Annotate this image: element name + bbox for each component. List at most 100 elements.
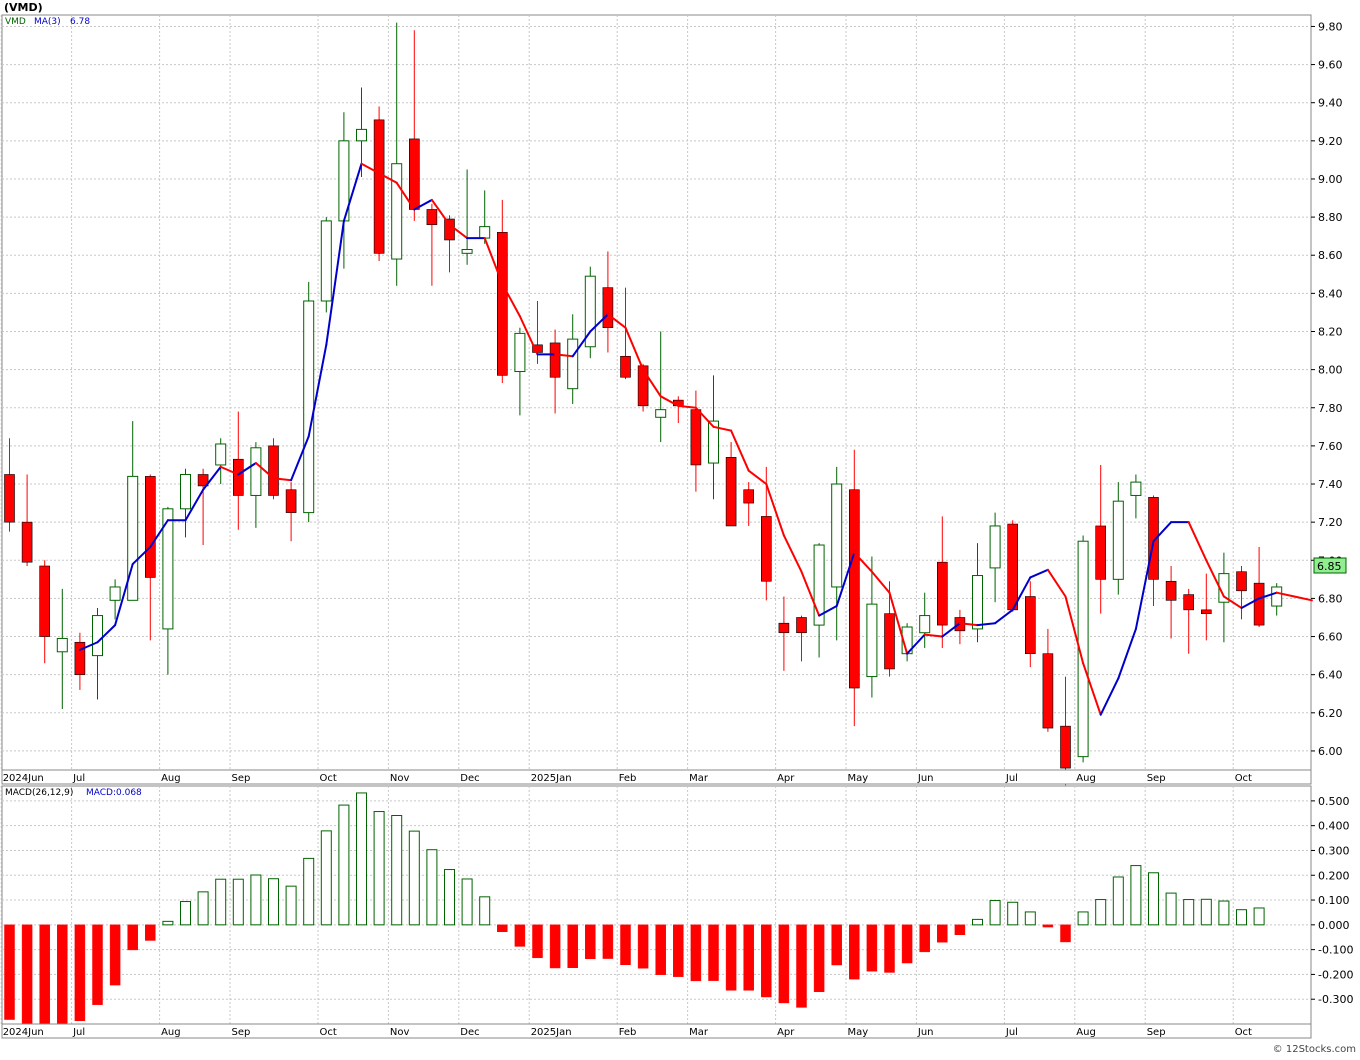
- macd-bar: [620, 924, 631, 965]
- x-tick-label: 2025Jan: [531, 773, 572, 784]
- ma-segment: [642, 368, 662, 398]
- price-tick-label: 6.60: [1318, 631, 1343, 644]
- macd-bar: [426, 849, 438, 926]
- candle-body: [215, 443, 227, 466]
- ma-segment: [1152, 521, 1173, 543]
- macd-bar: [813, 924, 825, 993]
- candle-body: [1042, 653, 1054, 729]
- macd-bar: [743, 924, 754, 991]
- macd-bar: [532, 924, 543, 959]
- candle-body: [268, 445, 279, 496]
- ma-segment: [149, 519, 169, 548]
- macd-tick-label: -0.100: [1318, 944, 1353, 957]
- ma-segment: [659, 395, 680, 407]
- ma-segment: [184, 488, 205, 522]
- ma-segment: [554, 353, 574, 358]
- legend-symbol: VMD: [5, 17, 26, 27]
- x-tick-label: May: [848, 1027, 869, 1038]
- x-tick-label: Jun: [917, 1027, 934, 1038]
- candle-body: [936, 561, 948, 626]
- macd-bar: [1095, 899, 1107, 926]
- x-tick-label: Aug: [161, 1027, 181, 1038]
- candle-body: [197, 474, 209, 487]
- x-tick-label: Aug: [161, 773, 181, 784]
- macd-bar: [1165, 892, 1177, 926]
- macd-bar: [1024, 911, 1036, 926]
- candle-body: [620, 355, 631, 378]
- candle-body: [56, 637, 68, 653]
- macd-bar: [514, 924, 526, 947]
- ma-segment: [1134, 540, 1155, 630]
- macd-bar: [497, 924, 508, 933]
- candle-body: [21, 521, 33, 563]
- candle-body: [320, 220, 332, 302]
- ma-segment: [342, 162, 363, 222]
- ma-segment: [483, 237, 504, 285]
- candle-body: [1095, 525, 1106, 580]
- candle-body: [549, 342, 561, 378]
- macd-bar: [1077, 911, 1089, 926]
- macd-bar: [232, 878, 244, 926]
- x-tick-label: Sep: [232, 773, 251, 784]
- x-tick-label: Jun: [917, 773, 934, 784]
- candle-body: [690, 409, 702, 466]
- candle-body: [708, 420, 719, 464]
- x-tick-label: Aug: [1076, 773, 1096, 784]
- ma-segment: [941, 622, 961, 638]
- ma-segment: [835, 551, 856, 608]
- macd-bar: [1183, 899, 1195, 926]
- ma-segment: [853, 551, 873, 573]
- price-x-axis: 2024Jun Jul Aug Sep Oct Nov Dec 2025Jan Feb Mar Ap…: [3, 773, 1252, 784]
- macd-bar: [866, 924, 878, 972]
- price-tick-label: 7.80: [1318, 402, 1343, 415]
- ma-segment: [1082, 662, 1102, 716]
- macd-bar: [761, 924, 772, 998]
- ma-segment: [800, 570, 821, 617]
- ma-segment: [994, 608, 1014, 625]
- macd-y-axis: 0.500 0.400 0.300 0.200 0.100 0.000 -0.100 -0.2…: [1311, 795, 1353, 1006]
- ma-segment: [1240, 597, 1261, 609]
- candle-body: [1183, 594, 1194, 611]
- candle-body: [479, 226, 491, 239]
- macd-bar: [461, 878, 473, 926]
- ma-segment: [1064, 595, 1085, 665]
- candle-body: [373, 119, 385, 254]
- ma-segment: [958, 622, 979, 627]
- macd-bar: [479, 896, 491, 926]
- x-tick-label: Oct: [320, 773, 337, 784]
- moving-average-line: [78, 162, 1313, 716]
- macd-bar: [708, 924, 719, 981]
- candle-body: [760, 516, 772, 582]
- macd-bar: [849, 924, 860, 980]
- macd-bar: [1060, 924, 1071, 943]
- macd-bar: [725, 924, 737, 991]
- candle-body: [637, 365, 649, 407]
- x-tick-label: Mar: [689, 773, 709, 784]
- macd-bar: [391, 815, 403, 926]
- macd-bar: [338, 804, 350, 926]
- candle-body: [884, 613, 895, 670]
- macd-bar: [180, 901, 191, 926]
- price-tick-label: 7.60: [1318, 440, 1343, 453]
- x-tick-label: Feb: [619, 1027, 637, 1038]
- x-tick-label: Dec: [460, 773, 479, 784]
- price-candles: [4, 22, 1283, 786]
- price-tick-label: 6.20: [1318, 707, 1343, 720]
- ma-segment: [219, 465, 240, 476]
- macd-bar: [972, 918, 983, 926]
- macd-bar: [215, 878, 227, 926]
- ma-segment: [818, 605, 838, 617]
- macd-legend-label: MACD(26,12,9): [5, 788, 73, 798]
- candle-body: [796, 617, 807, 634]
- macd-bar: [673, 924, 684, 977]
- macd-tick-label: 0.000: [1318, 919, 1350, 932]
- macd-bar: [109, 924, 121, 986]
- ma-segment: [395, 181, 416, 211]
- macd-bar: [690, 924, 702, 982]
- candle-body: [285, 489, 297, 513]
- ma-segment: [254, 462, 275, 480]
- candle-body: [145, 476, 156, 578]
- candle-body: [74, 641, 86, 675]
- price-panel: 6.006.206.406.606.807.007.207.407.607.80…: [0, 14, 1347, 786]
- macd-bar: [39, 924, 50, 1029]
